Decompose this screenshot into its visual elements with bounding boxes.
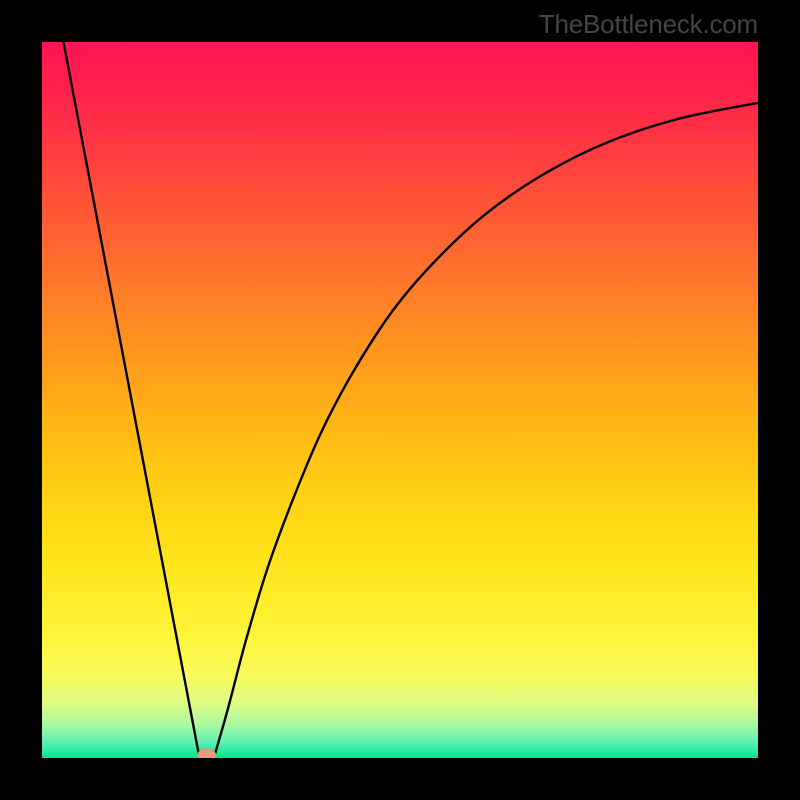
plot-area xyxy=(42,42,758,758)
chart-root: TheBottleneck.com xyxy=(0,0,800,800)
watermark-text: TheBottleneck.com xyxy=(539,9,758,40)
gradient-background xyxy=(42,42,758,758)
